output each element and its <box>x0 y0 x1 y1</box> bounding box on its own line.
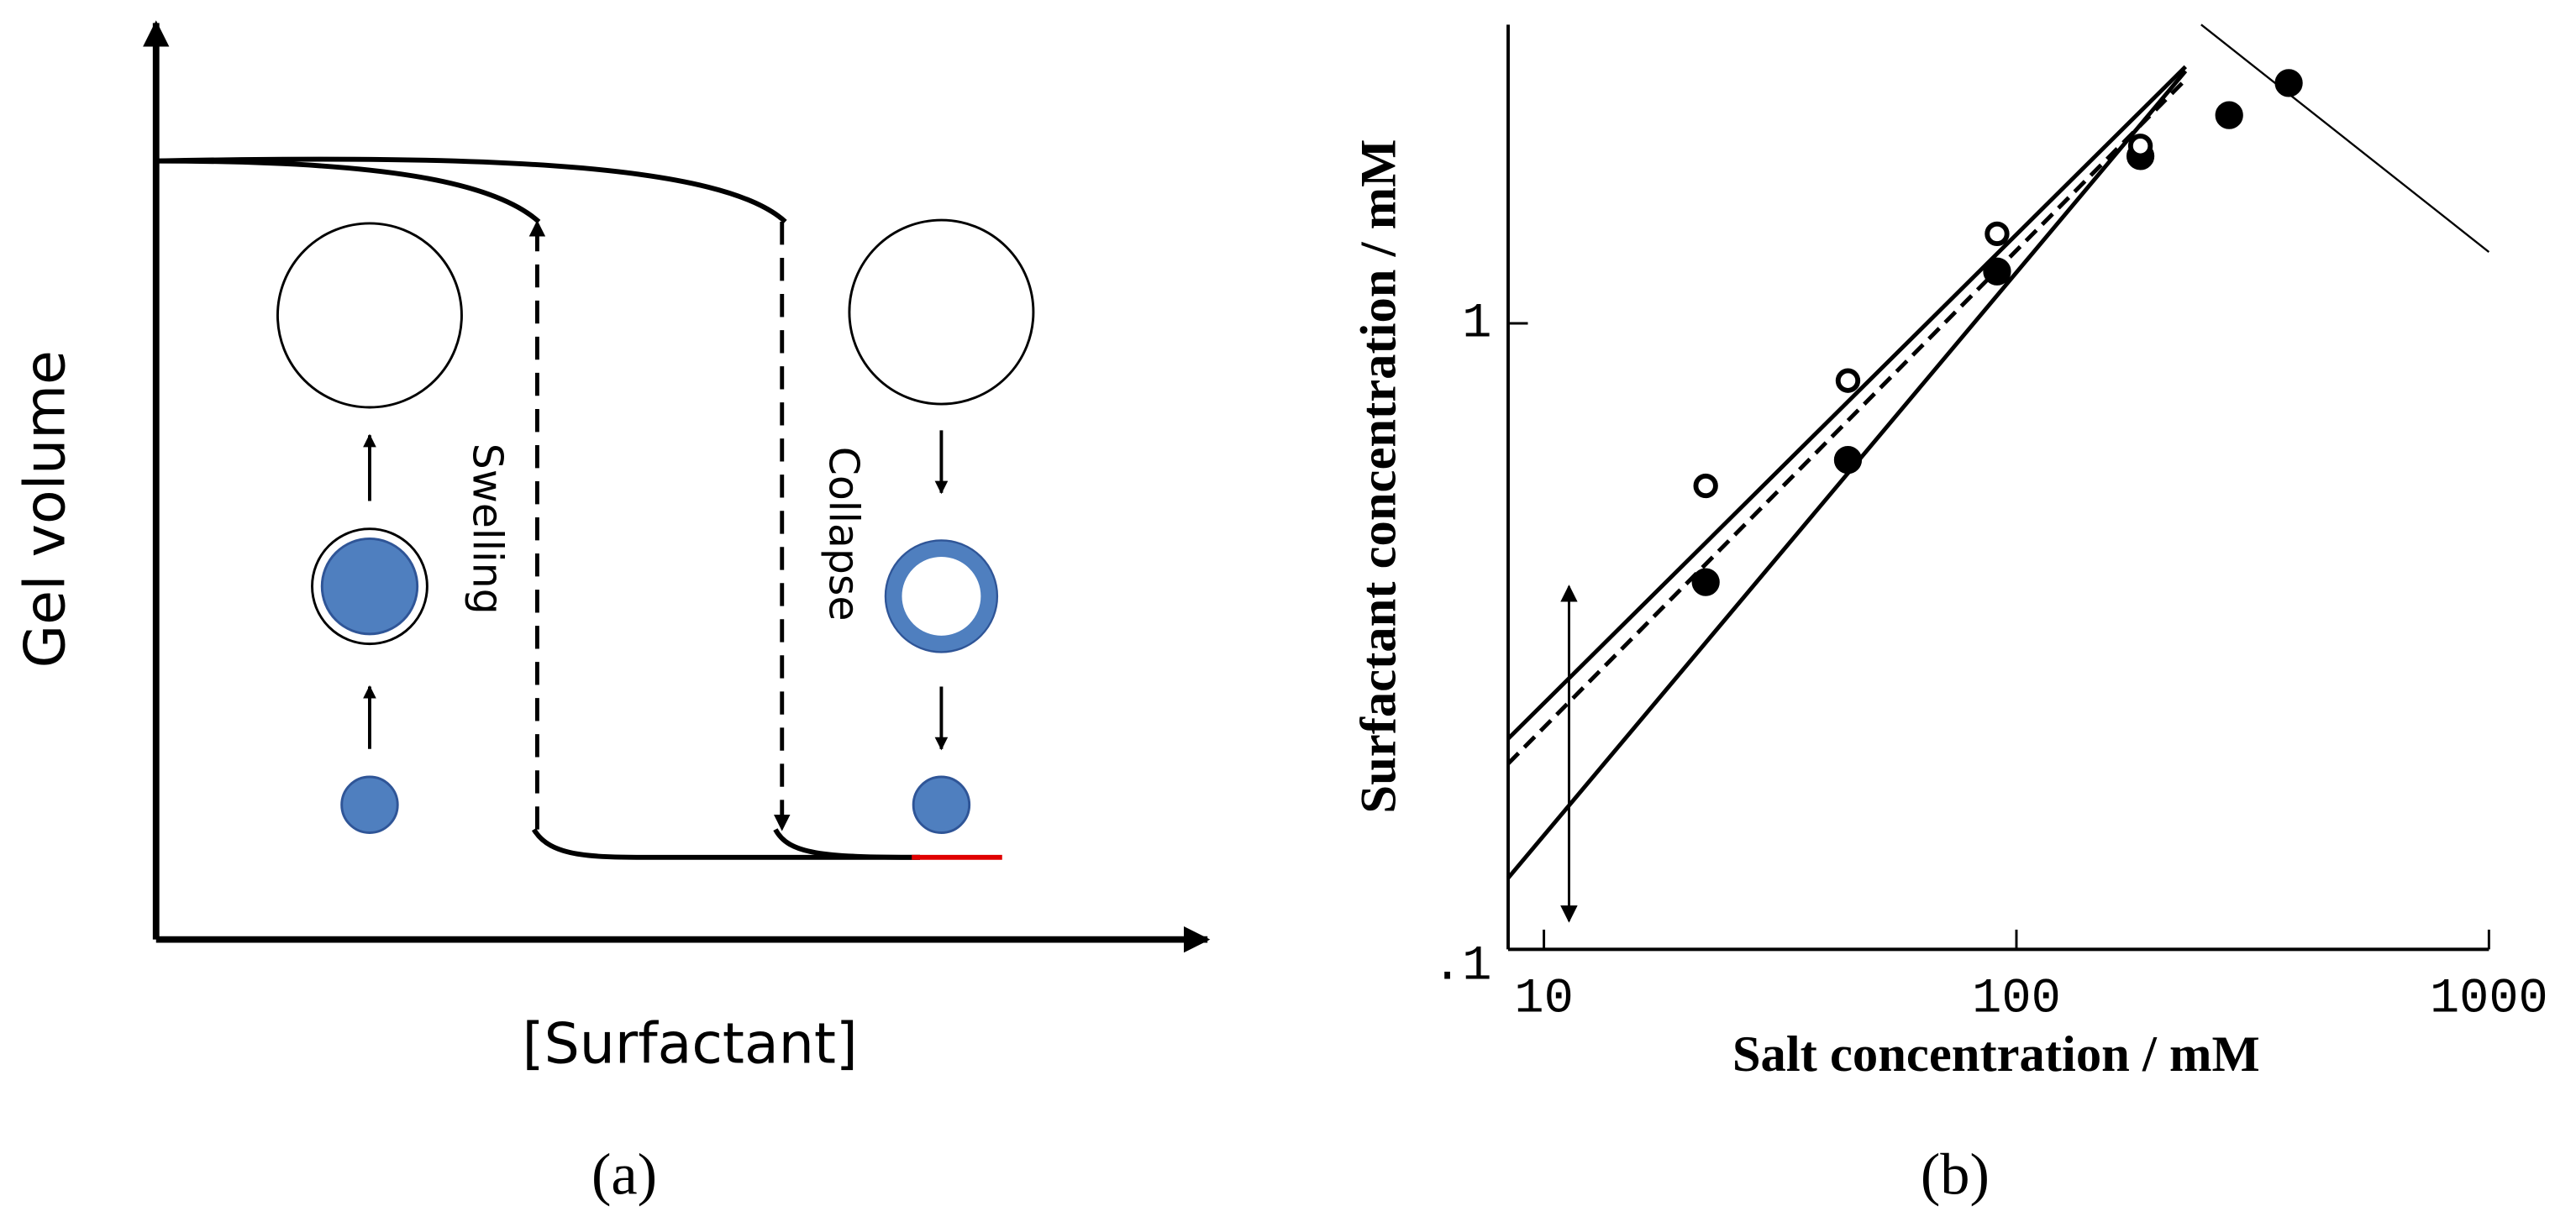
lower-curve <box>773 828 921 860</box>
point <box>1693 473 1718 499</box>
collapsed-gel <box>912 775 971 834</box>
x-tick-label: 10 <box>1514 971 1573 1027</box>
panel-a <box>143 20 1211 953</box>
gel-ring <box>885 540 997 653</box>
point <box>1835 368 1861 393</box>
y-axis-label: Surfactant concentration / mM <box>1350 139 1406 814</box>
x-tick-label: 100 <box>1972 971 2061 1027</box>
lower-curve <box>531 828 920 860</box>
fit-line <box>1506 65 2188 741</box>
y-tick-label: 1 <box>1462 295 1491 351</box>
x-axis-label: [Surfactant] <box>523 1010 858 1076</box>
swelling-curve <box>155 158 541 224</box>
collapsed-gel <box>340 775 399 834</box>
point <box>1983 257 2011 286</box>
point <box>1833 446 1863 475</box>
x-tick-label: 1000 <box>2430 971 2548 1027</box>
annotation: Swelling <box>463 443 511 615</box>
point <box>1985 221 2010 247</box>
point <box>2127 134 2153 159</box>
panel-label: (b) <box>1921 1142 1990 1208</box>
point <box>1691 568 1720 596</box>
point <box>2215 101 2243 129</box>
point <box>2274 69 2303 97</box>
fit-line <box>2200 24 2490 253</box>
x-axis-label: Salt concentration / mM <box>1732 1026 2260 1083</box>
swollen-gel <box>276 222 463 409</box>
y-tick-label: .1 <box>1433 937 1491 994</box>
y-axis-label: Gel volume <box>13 350 78 668</box>
fit-line <box>1506 69 2188 880</box>
gel-core <box>320 537 419 636</box>
annotation: Collapse <box>820 447 868 621</box>
fit-line <box>1506 78 2188 765</box>
gel-shell <box>311 527 428 646</box>
collapse-curve <box>155 156 787 224</box>
gel-ring-edge <box>884 539 999 653</box>
chart: 10 100 1000 .1 1 <box>1433 24 2548 1027</box>
swollen-gel <box>848 218 1035 406</box>
panel-label: (a) <box>591 1142 657 1208</box>
